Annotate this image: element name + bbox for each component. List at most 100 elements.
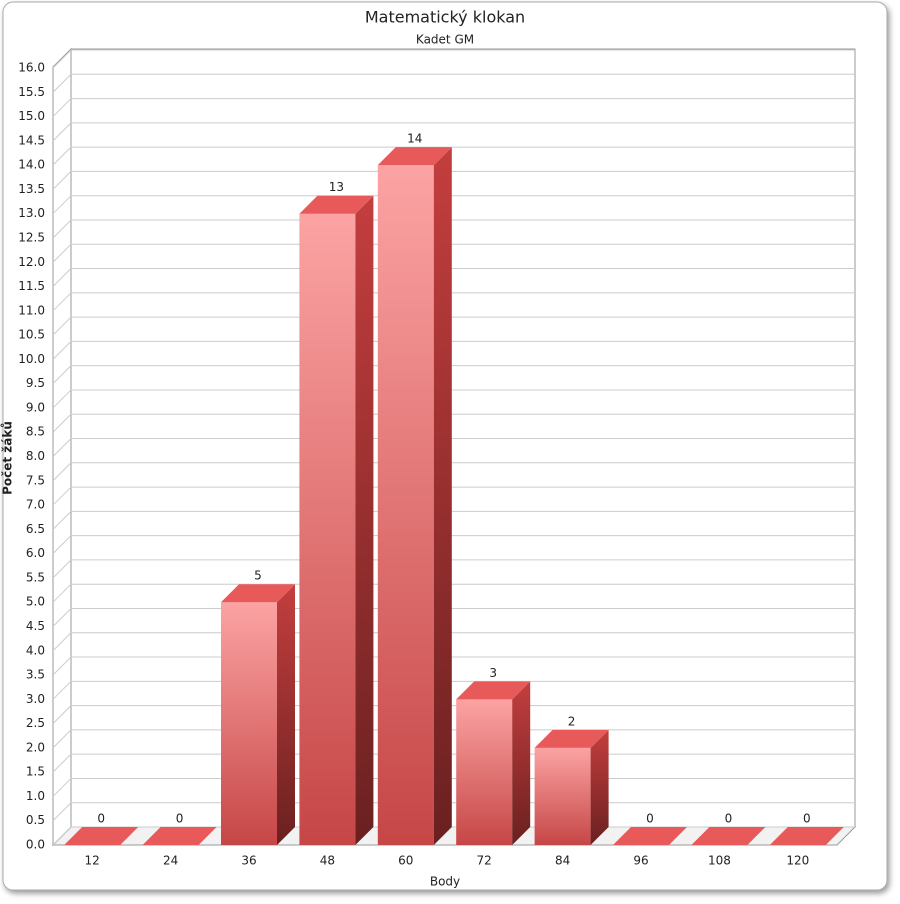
bar-front bbox=[377, 165, 434, 845]
grid-line-wall bbox=[52, 413, 72, 433]
grid-line-wall bbox=[52, 268, 72, 287]
grid-line-wall bbox=[52, 802, 72, 822]
y-tick-label: 13.5 bbox=[18, 182, 45, 196]
bar-front bbox=[456, 699, 513, 845]
y-tick-label: 14.5 bbox=[18, 133, 45, 147]
x-tick-label: 72 bbox=[477, 854, 492, 868]
y-tick-label: 5.0 bbox=[26, 595, 45, 609]
grid-line-wall bbox=[52, 559, 72, 579]
bar-side bbox=[433, 147, 452, 845]
y-tick-label: 10.5 bbox=[18, 328, 45, 342]
y-tick-label: 3.0 bbox=[26, 692, 45, 706]
x-tick-label: 60 bbox=[398, 854, 413, 868]
grid-line-wall bbox=[52, 510, 72, 530]
grid-line-wall bbox=[52, 316, 72, 336]
y-tick-label: 0.5 bbox=[26, 813, 45, 827]
y-tick-label: 6.5 bbox=[26, 522, 45, 536]
x-tick-label: 96 bbox=[633, 854, 648, 868]
y-tick-label: 2.0 bbox=[26, 740, 45, 754]
grid-line-wall bbox=[52, 49, 72, 69]
bar-side bbox=[512, 681, 531, 845]
y-tick-label: 11.5 bbox=[18, 279, 45, 293]
grid-line-wall bbox=[52, 219, 72, 239]
grid-line-wall bbox=[52, 146, 72, 166]
y-tick-label: 1.5 bbox=[26, 765, 45, 779]
bar-top bbox=[456, 681, 531, 700]
y-tick-label: 14.0 bbox=[18, 158, 45, 172]
grid-line-wall bbox=[52, 583, 72, 603]
grid-line-wall bbox=[52, 341, 72, 360]
bar-top bbox=[691, 827, 766, 845]
bar-top bbox=[769, 827, 844, 845]
grid-line-wall bbox=[52, 292, 72, 312]
data-label: 2 bbox=[568, 714, 576, 728]
bar-front bbox=[299, 213, 356, 845]
data-label: 0 bbox=[176, 812, 184, 826]
y-tick-label: 1.0 bbox=[26, 789, 45, 803]
grid-line-wall bbox=[52, 73, 72, 93]
grid-line-wall bbox=[52, 535, 72, 554]
y-tick-label: 9.0 bbox=[26, 400, 45, 414]
y-tick-label: 4.5 bbox=[26, 619, 45, 633]
bar-front bbox=[221, 602, 277, 845]
grid-line-wall bbox=[52, 171, 72, 190]
y-axis-title: Počet žáků bbox=[1, 421, 15, 495]
y-tick-label: 0.0 bbox=[26, 838, 45, 852]
grid-line-wall bbox=[52, 122, 72, 142]
grid-line-wall bbox=[52, 243, 72, 263]
bar-side bbox=[355, 195, 374, 845]
y-tick-label: 5.5 bbox=[26, 570, 45, 584]
data-label: 0 bbox=[803, 812, 811, 826]
grid-line-wall bbox=[52, 632, 72, 652]
bar-top bbox=[142, 827, 217, 845]
y-tick-label: 8.5 bbox=[26, 425, 45, 439]
grid-line-wall bbox=[52, 486, 72, 506]
y-tick-label: 7.5 bbox=[26, 473, 45, 487]
x-tick-label: 84 bbox=[555, 854, 570, 868]
chart-subtitle: Kadet GM bbox=[416, 33, 474, 47]
y-tick-label: 3.5 bbox=[26, 668, 45, 682]
data-label: 0 bbox=[646, 812, 654, 826]
bar-top bbox=[221, 584, 295, 603]
x-tick-label: 36 bbox=[241, 854, 256, 868]
chart-title: Matematický klokan bbox=[365, 8, 525, 27]
grid-line-wall bbox=[52, 656, 72, 676]
bar-top bbox=[613, 827, 687, 845]
grid-line-wall bbox=[52, 98, 72, 117]
data-label: 5 bbox=[254, 569, 262, 583]
y-tick-label: 13.0 bbox=[18, 206, 45, 220]
grid-line-wall bbox=[52, 438, 72, 457]
data-label: 13 bbox=[329, 180, 344, 194]
y-tick-label: 16.0 bbox=[18, 61, 45, 75]
y-tick-label: 2.5 bbox=[26, 716, 45, 730]
grid-line-wall bbox=[52, 826, 72, 846]
grid-line-wall bbox=[52, 729, 72, 749]
bar-top bbox=[534, 729, 609, 748]
grid-line-wall bbox=[52, 680, 72, 700]
y-tick-label: 7.0 bbox=[26, 498, 45, 512]
bar-side bbox=[277, 584, 295, 845]
y-tick-label: 10.0 bbox=[18, 352, 45, 366]
y-tick-label: 12.0 bbox=[18, 255, 45, 269]
bar-side bbox=[590, 729, 609, 845]
y-tick-label: 8.0 bbox=[26, 449, 45, 463]
bar-top bbox=[64, 827, 139, 845]
y-tick-label: 4.0 bbox=[26, 643, 45, 657]
bar-top bbox=[377, 147, 452, 166]
y-tick-label: 9.5 bbox=[26, 376, 45, 390]
x-tick-label: 24 bbox=[163, 854, 178, 868]
x-tick-label: 48 bbox=[320, 854, 335, 868]
grid-line-wall bbox=[52, 778, 72, 797]
x-tick-label: 120 bbox=[786, 854, 809, 868]
y-tick-label: 6.0 bbox=[26, 546, 45, 560]
grid-line-wall bbox=[52, 608, 72, 627]
grid-line-wall bbox=[52, 462, 72, 482]
grid-line-wall bbox=[52, 195, 72, 215]
grid-line-wall bbox=[52, 389, 72, 409]
bar-front bbox=[534, 747, 591, 845]
grid-line-wall bbox=[52, 705, 72, 724]
data-label: 0 bbox=[725, 812, 733, 826]
y-tick-label: 15.0 bbox=[18, 109, 45, 123]
